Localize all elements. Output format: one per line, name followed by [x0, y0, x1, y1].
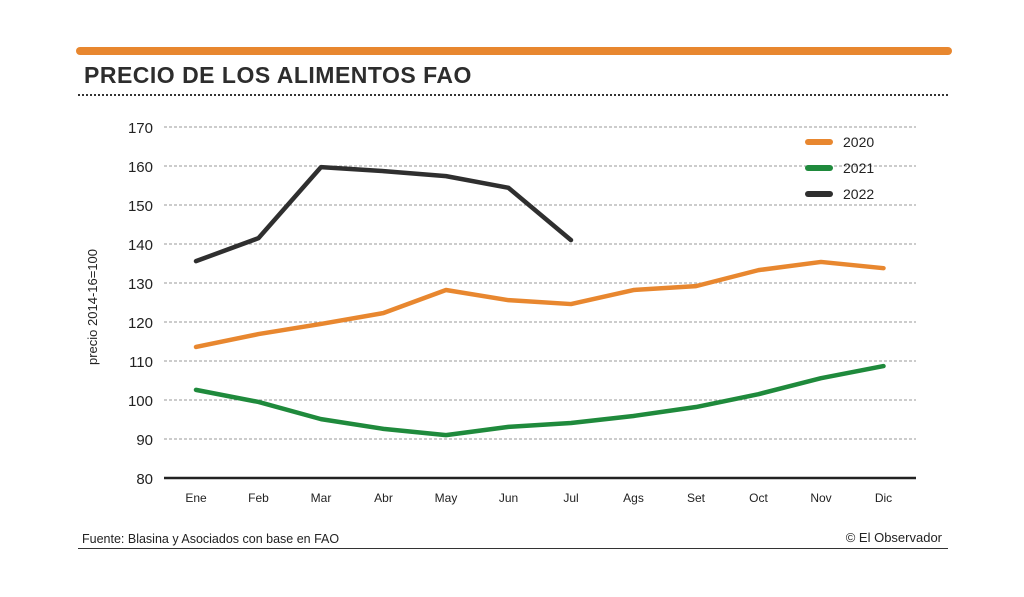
- series-line-2020: [193, 259, 886, 350]
- y-tick-label: 80: [136, 471, 153, 488]
- chart-title: PRECIO DE LOS ALIMENTOS FAO: [84, 62, 472, 88]
- footer-line: [78, 548, 948, 549]
- credit: © El Observador: [845, 530, 942, 545]
- accent-bar: [76, 47, 952, 55]
- y-tick-label: 90: [136, 432, 153, 449]
- x-tick-label: Mar: [311, 491, 332, 505]
- y-tick-label: 150: [128, 198, 153, 215]
- x-tick-label: Set: [687, 491, 706, 505]
- title-divider: [78, 94, 948, 96]
- legend-label: 2020: [843, 134, 874, 150]
- y-axis-label: precio 2014-16=100: [85, 249, 100, 365]
- source-note: Fuente: Blasina y Asociados con base en …: [82, 532, 340, 546]
- y-tick-label: 130: [128, 276, 153, 293]
- y-tick-label: 170: [128, 120, 153, 137]
- x-tick-label: Nov: [810, 491, 831, 505]
- y-tick-label: 100: [128, 393, 153, 410]
- y-tick-label: 140: [128, 237, 153, 254]
- y-tick-label: 110: [129, 354, 153, 371]
- x-tick-label: Ags: [623, 491, 644, 505]
- series-line-2022: [193, 164, 574, 264]
- x-tick-label: May: [435, 491, 458, 505]
- x-tick-label: Jun: [499, 491, 518, 505]
- legend-label: 2022: [843, 186, 874, 202]
- x-tick-label: Feb: [248, 491, 269, 505]
- x-tick-label: Jul: [563, 491, 578, 505]
- x-tick-label: Oct: [749, 491, 768, 505]
- x-tick-label: Ene: [185, 491, 207, 505]
- series-line-2021: [193, 363, 886, 438]
- y-tick-label: 160: [128, 159, 153, 176]
- x-tick-label: Abr: [374, 491, 393, 505]
- legend-label: 2021: [843, 160, 874, 176]
- x-tick-label: Dic: [875, 491, 892, 505]
- y-tick-label: 120: [128, 315, 153, 332]
